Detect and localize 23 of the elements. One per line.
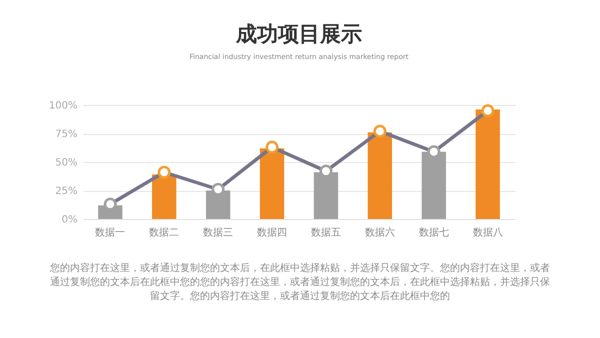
- bar: [476, 110, 500, 219]
- x-tick-label: 数据六: [364, 226, 395, 238]
- bar: [260, 148, 284, 219]
- x-tick-label: 数据三: [203, 226, 234, 238]
- x-tick-label: 数据七: [418, 226, 449, 238]
- point: [373, 124, 386, 138]
- y-tick-label: 50%: [55, 158, 78, 168]
- x-tick-label: 数据一: [95, 226, 126, 238]
- y-tick-label: 75%: [55, 129, 78, 140]
- text: 您的内容打在这里，或者通过复制您的文本后，在此框中选择粘贴，并选择只保留文字。您的内容打在这里，或者通过复制您的文本后在此框中您的您的内容打在这里，或者通过复制您的文本后，在此框中选择粘贴，并选择只保留文字。您的内容打在这里，或者通过复制您的文本后在此框中您的: [50, 262, 550, 304]
- y-tick-label: 100%: [48, 100, 78, 112]
- x-tick-label: 数据二: [149, 226, 180, 238]
- point: [481, 104, 494, 118]
- chart-title: 成功项目展示: [235, 22, 362, 46]
- point: [266, 140, 279, 154]
- y-tick-label: 0%: [62, 214, 78, 226]
- y-tick-label: 25%: [55, 186, 78, 197]
- bar: [368, 132, 392, 219]
- x-tick-label: 数据八: [472, 226, 503, 238]
- bar: [152, 174, 176, 219]
- x-tick-label: 数据四: [257, 226, 288, 238]
- point: [158, 166, 171, 179]
- x-tick-label: 数据五: [310, 226, 341, 238]
